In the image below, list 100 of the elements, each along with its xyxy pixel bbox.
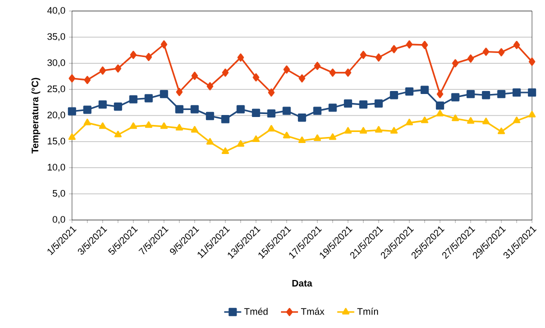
point xyxy=(421,116,428,124)
point xyxy=(130,50,137,59)
point xyxy=(390,127,398,134)
point xyxy=(176,124,183,130)
point xyxy=(482,91,490,100)
y-tick-label: 40,0 xyxy=(47,7,66,15)
point xyxy=(498,48,505,56)
point xyxy=(145,52,152,62)
point xyxy=(130,122,137,129)
point xyxy=(99,122,106,129)
y-tick-label: 35,0 xyxy=(47,33,66,42)
point xyxy=(405,87,414,96)
point xyxy=(512,88,521,97)
point xyxy=(114,64,122,73)
point xyxy=(513,116,520,124)
point xyxy=(237,53,244,62)
point xyxy=(206,112,214,120)
point xyxy=(267,109,276,118)
point xyxy=(344,99,352,108)
point xyxy=(482,118,490,124)
point xyxy=(160,40,168,49)
point xyxy=(114,102,122,111)
point xyxy=(298,136,306,144)
point xyxy=(497,90,506,98)
point xyxy=(406,118,413,126)
point xyxy=(482,48,490,56)
y-tick-label: 30,0 xyxy=(47,59,66,68)
point xyxy=(344,127,352,134)
point xyxy=(98,100,107,109)
point xyxy=(282,106,291,115)
point xyxy=(390,45,398,54)
point xyxy=(359,100,368,109)
point xyxy=(221,115,230,124)
point xyxy=(298,113,306,122)
point xyxy=(374,99,383,108)
point xyxy=(421,40,428,50)
y-tick-label: 25,0 xyxy=(48,85,66,94)
point xyxy=(252,135,260,142)
y-tick-label: 15,0 xyxy=(48,138,66,146)
point xyxy=(466,90,475,98)
point xyxy=(344,68,352,77)
point xyxy=(190,105,199,114)
point xyxy=(467,54,474,63)
point xyxy=(513,40,520,50)
point xyxy=(160,90,168,98)
legend-label: Tmín xyxy=(357,308,378,315)
point xyxy=(528,110,536,118)
point xyxy=(314,62,321,70)
point xyxy=(144,94,153,102)
point xyxy=(498,128,505,134)
point xyxy=(191,126,198,133)
point xyxy=(329,68,336,77)
point xyxy=(451,93,460,102)
point xyxy=(313,106,322,115)
point xyxy=(268,124,275,132)
point xyxy=(191,72,198,80)
point xyxy=(206,138,214,145)
point xyxy=(360,50,367,59)
point xyxy=(375,126,382,133)
point xyxy=(99,66,106,75)
point xyxy=(329,133,336,140)
point xyxy=(328,104,337,112)
point xyxy=(283,132,290,138)
y-tick-label: 0,0 xyxy=(52,216,66,224)
point xyxy=(283,65,290,74)
legend-label: Tméd xyxy=(244,308,268,315)
point xyxy=(222,68,229,77)
point xyxy=(129,95,138,104)
point xyxy=(68,107,76,116)
point xyxy=(406,40,413,49)
point xyxy=(84,118,91,126)
point xyxy=(236,105,245,114)
point xyxy=(83,106,92,114)
legend-label: Tmáx xyxy=(301,308,324,315)
point xyxy=(452,114,459,122)
point xyxy=(252,108,260,117)
point xyxy=(436,90,444,98)
point xyxy=(375,53,382,62)
point xyxy=(452,59,459,68)
point xyxy=(467,117,474,124)
point xyxy=(145,121,152,128)
point xyxy=(175,105,184,114)
point xyxy=(114,130,122,138)
point xyxy=(298,74,306,83)
point xyxy=(84,76,91,84)
point xyxy=(360,127,367,134)
point xyxy=(176,88,183,96)
point xyxy=(206,82,214,90)
point xyxy=(252,73,260,82)
x-axis-title: Data xyxy=(292,280,312,287)
point xyxy=(237,140,244,147)
point xyxy=(390,91,398,100)
point xyxy=(420,86,429,94)
point xyxy=(160,122,168,129)
point xyxy=(314,134,321,141)
y-axis-title: Temperatura (°C) xyxy=(31,78,40,154)
point xyxy=(222,147,229,154)
point xyxy=(436,101,444,110)
point xyxy=(268,88,275,97)
y-tick-label: 10,0 xyxy=(48,164,66,172)
